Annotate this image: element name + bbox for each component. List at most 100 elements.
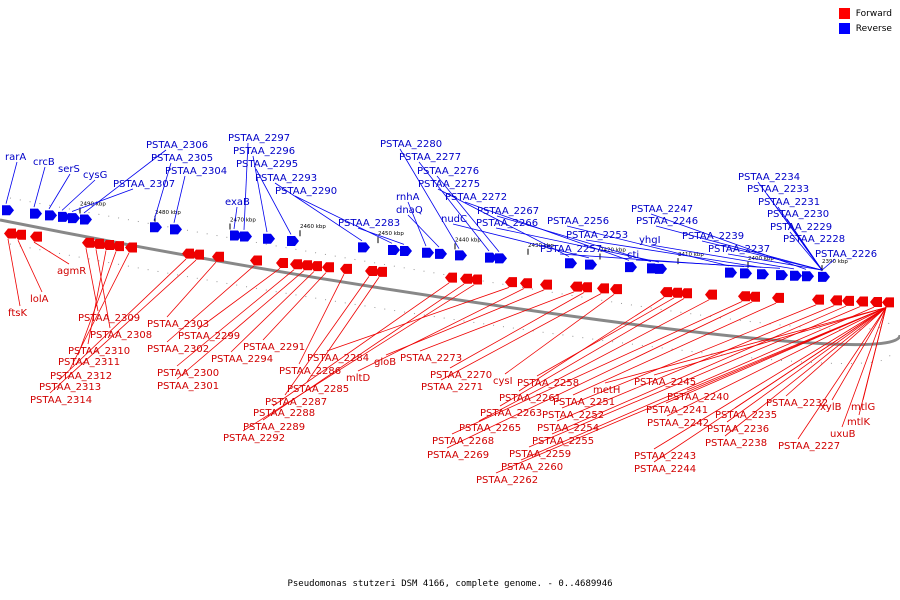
reverse-gene-arrow [58,211,70,222]
forward-leader-line [451,301,743,435]
reverse-gene-label: PSTAA_2256 [547,216,609,227]
forward-gene-label: PSTAA_2269 [427,450,489,461]
forward-gene-label: PSTAA_2245 [634,377,696,388]
forward-gene-label: PSTAA_2259 [509,449,571,460]
forward-leader-line [49,259,197,394]
forward-gene-arrow [112,241,124,252]
forward-gene-label: PSTAA_2313 [39,382,101,393]
reverse-gene-label: PSTAA_2234 [738,172,800,183]
reverse-gene-arrow [388,244,400,255]
forward-gene-label: PSTAA_2312 [50,371,112,382]
forward-leader-line [33,241,70,265]
forward-gene-arrow [748,291,760,302]
forward-leader-line [666,307,887,417]
reverse-leader-line [650,244,795,270]
forward-gene-arrow [610,284,622,295]
forward-gene-arrow [680,288,692,299]
forward-gene-label: PSTAA_2308 [90,330,152,341]
forward-gene-label: PSTAA_2235 [715,410,777,421]
forward-gene-arrow [842,295,854,306]
reverse-leader-line [635,259,781,269]
forward-gene-label: mtlG [851,402,875,413]
tick-label: 2480 kbp [155,210,181,216]
reverse-gene-label: PSTAA_2257 [540,244,602,255]
forward-leader-line [242,284,475,432]
reverse-gene-label: rnhA [396,192,420,203]
reverse-gene-label: PSTAA_2272 [445,192,507,203]
forward-gene-label: PSTAA_2309 [78,313,140,324]
reverse-gene-arrow [776,270,788,281]
reverse-gene-label: nudC [441,214,467,225]
reverse-gene-label: PSTAA_2296 [233,146,295,157]
forward-gene-arrow [580,282,592,293]
reverse-gene-arrow [230,230,242,241]
tick-label: 2470 kbp [230,217,256,223]
forward-gene-label: PSTAA_2311 [58,357,120,368]
reverse-leader-line [655,225,823,271]
reverse-leader-line [71,188,134,212]
forward-gene-label: PSTAA_2286 [279,366,341,377]
reverse-gene-label: PSTAA_2280 [380,139,442,150]
forward-leader-line [58,258,187,381]
reverse-gene-arrow [2,205,14,216]
genome-backbone [0,218,900,347]
tick-label: 2450 kbp [378,231,404,237]
forward-gene-arrow [540,279,552,290]
forward-leader-line [440,293,602,381]
forward-leader-line [734,307,887,409]
forward-gene-label: PSTAA_2255 [532,436,594,447]
legend-reverse-label: Reverse [855,23,892,34]
reverse-gene-arrow [455,250,467,261]
forward-gene-label: PSTAA_2303 [147,319,209,330]
forward-gene-arrows [4,228,894,308]
forward-leader-line [176,269,295,367]
reverse-leader-line [5,161,18,204]
forward-leader-line [298,274,345,365]
reverse-gene-label: dnaQ [396,205,423,216]
forward-gene-arrow [212,251,224,262]
forward-gene-arrow [812,294,824,305]
forward-leader-line [653,307,887,450]
reverse-gene-arrow [170,224,182,235]
reverse-leader-line [61,179,96,211]
tick-label: 2440 kbp [455,237,481,243]
reverse-leader-line [802,243,823,271]
reverse-gene-label: PSTAA_2253 [566,230,628,241]
reverse-gene-arrow [818,271,830,282]
forward-gene-label: PSTAA_2300 [157,368,219,379]
forward-gene-arrow [92,238,104,249]
forward-leader-line [77,251,117,356]
forward-gene-label: PSTAA_2287 [265,397,327,408]
reverse-gene-label: PSTAA_2277 [399,152,461,163]
forward-gene-label: PSTAA_2302 [147,344,209,355]
forward-leader-line [785,307,887,397]
reverse-leader-line [294,195,393,244]
reverse-leader-line [437,188,570,257]
forward-gene-arrow [375,266,387,277]
reverse-gene-arrow [740,268,752,279]
reverse-gene-label: PSTAA_2230 [767,209,829,220]
reverse-leader-line [33,166,46,208]
forward-leader-line [551,305,847,435]
forward-gene-arrow [276,257,288,268]
forward-gene-arrow [182,248,194,259]
legend: Forward Reverse [838,8,892,38]
forward-gene-label: PSTAA_2314 [30,395,92,406]
reverse-gene-arrow [150,222,162,233]
legend-reverse: Reverse [838,23,892,34]
forward-gene-label: gloB [374,357,396,368]
reverse-gene-arrow [358,242,370,253]
reverse-gene-arrows [2,205,830,282]
label-leaders [5,142,887,474]
reverse-gene-arrow [625,262,637,273]
forward-gene-label: PSTAA_2273 [400,353,462,364]
reverse-gene-arrow [30,208,42,219]
forward-gene-label: PSTAA_2236 [707,424,769,435]
reverse-leader-line [153,162,172,221]
reverse-leader-line [233,206,238,229]
forward-gene-label: uxuB [830,429,856,440]
forward-gene-arrow [290,259,302,270]
legend-forward: Forward [838,8,892,19]
reverse-leader-line [252,155,268,233]
